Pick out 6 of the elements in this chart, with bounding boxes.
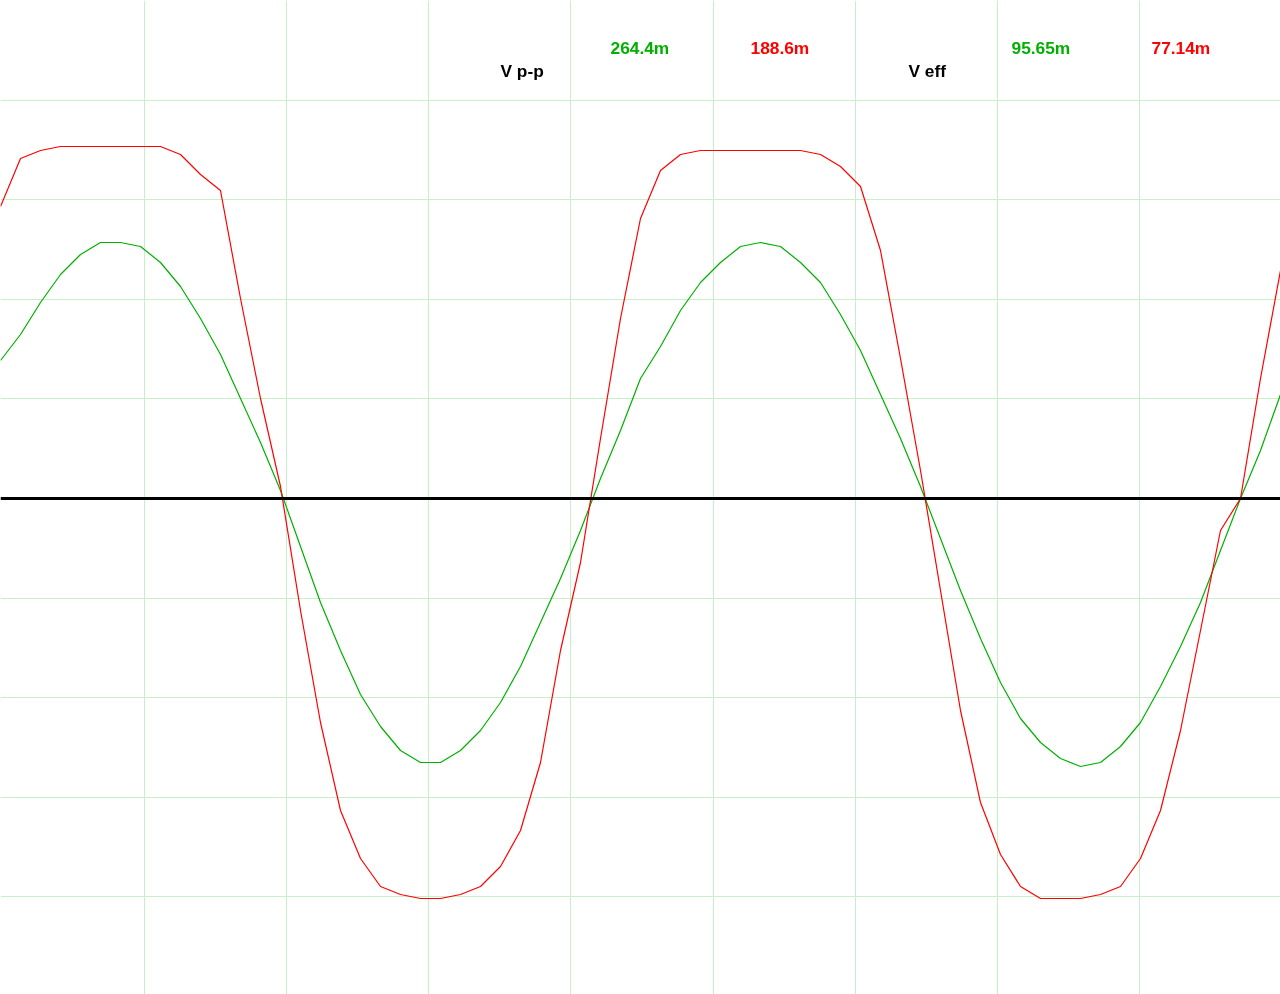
text: V p-p [500, 60, 544, 81]
text: 264.4m [610, 37, 670, 58]
text: 188.6m [750, 37, 810, 58]
text: V eff [908, 60, 947, 81]
text: 77.14m [1151, 37, 1211, 58]
text: 95.65m [1011, 37, 1071, 58]
